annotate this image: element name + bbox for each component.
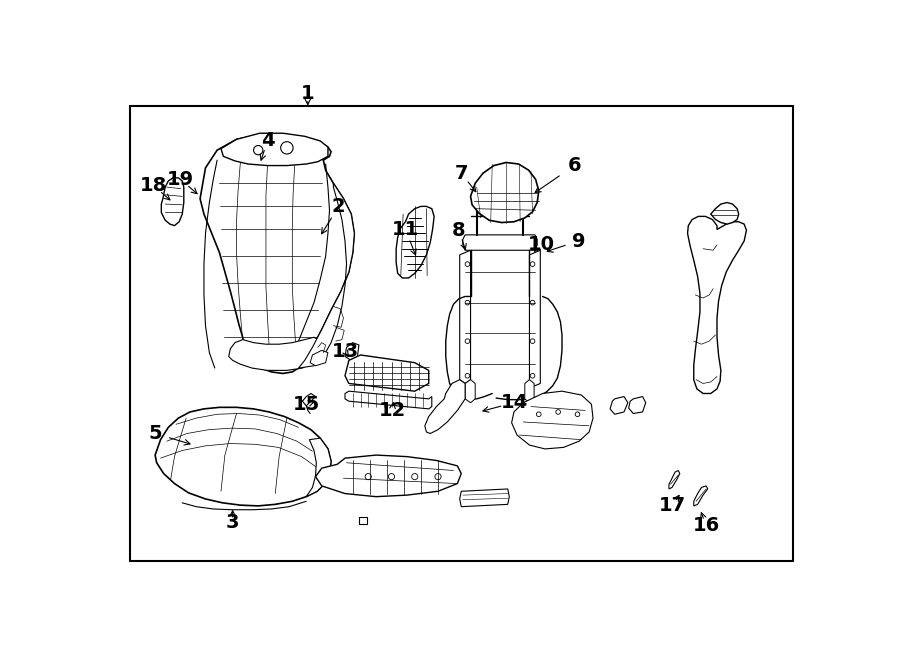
Text: 18: 18	[140, 176, 167, 195]
Polygon shape	[460, 489, 509, 507]
Text: 9: 9	[572, 231, 585, 251]
Polygon shape	[471, 163, 539, 223]
Text: 3: 3	[226, 512, 239, 531]
Text: 11: 11	[392, 220, 419, 239]
Polygon shape	[711, 202, 739, 224]
Polygon shape	[221, 134, 328, 165]
Polygon shape	[463, 235, 537, 251]
Text: 7: 7	[454, 164, 468, 182]
Text: 6: 6	[568, 156, 581, 175]
Text: 17: 17	[659, 496, 686, 516]
Polygon shape	[155, 407, 331, 506]
Polygon shape	[299, 183, 355, 368]
Text: 2: 2	[332, 197, 346, 216]
Text: 16: 16	[692, 516, 720, 535]
Polygon shape	[610, 397, 628, 414]
Polygon shape	[316, 455, 461, 496]
Polygon shape	[688, 216, 746, 393]
Polygon shape	[511, 391, 593, 449]
Polygon shape	[460, 251, 471, 383]
Text: 12: 12	[379, 401, 406, 420]
Polygon shape	[529, 251, 540, 386]
Polygon shape	[161, 178, 184, 225]
Polygon shape	[465, 379, 475, 403]
Text: 10: 10	[527, 235, 554, 254]
Polygon shape	[345, 355, 428, 391]
Polygon shape	[310, 350, 328, 366]
Polygon shape	[345, 391, 432, 409]
Text: 19: 19	[167, 170, 194, 189]
Polygon shape	[694, 486, 707, 506]
Polygon shape	[628, 397, 645, 414]
Text: 15: 15	[292, 395, 320, 414]
Text: 13: 13	[331, 342, 358, 361]
Text: 1: 1	[301, 84, 315, 102]
Text: 8: 8	[452, 221, 465, 240]
Polygon shape	[345, 342, 359, 360]
Polygon shape	[525, 379, 534, 403]
Polygon shape	[359, 517, 366, 524]
Text: 4: 4	[261, 132, 274, 151]
Polygon shape	[229, 337, 320, 370]
Polygon shape	[396, 206, 434, 278]
Bar	[130, 106, 793, 561]
Text: 14: 14	[500, 393, 527, 412]
Polygon shape	[200, 135, 355, 373]
Text: 5: 5	[148, 424, 162, 443]
Polygon shape	[669, 471, 680, 489]
Polygon shape	[425, 379, 465, 434]
Polygon shape	[306, 438, 331, 496]
